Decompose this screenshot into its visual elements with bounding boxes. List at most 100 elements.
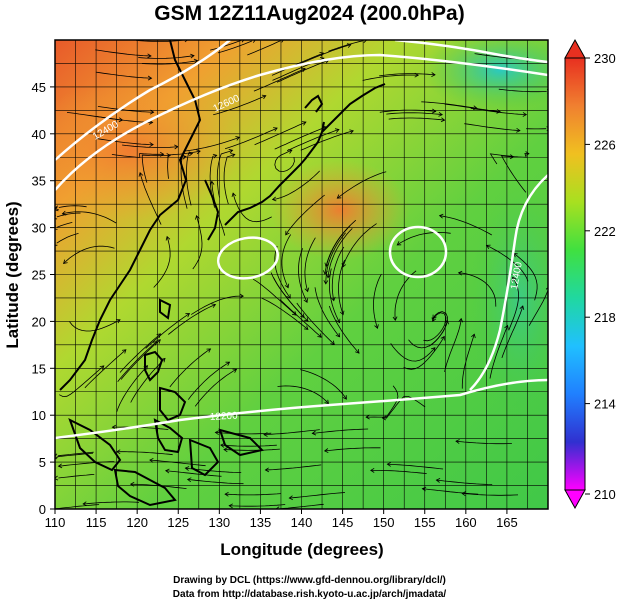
y-tick-label: 5 bbox=[39, 455, 46, 470]
streamline-arrow bbox=[440, 335, 445, 341]
x-tick-label: 120 bbox=[126, 515, 148, 530]
streamline-arrow bbox=[275, 506, 280, 509]
streamline-arrow bbox=[228, 149, 234, 154]
streamline-arrow bbox=[223, 447, 228, 453]
y-tick-label: 40 bbox=[32, 127, 46, 142]
streamline bbox=[394, 270, 417, 321]
streamline-arrow bbox=[111, 424, 117, 430]
streamline bbox=[298, 44, 352, 65]
streamline-arrow bbox=[421, 486, 427, 492]
streamline-arrow bbox=[55, 214, 58, 220]
streamline bbox=[272, 170, 320, 200]
streamline-arrow bbox=[438, 111, 443, 117]
colorbar: 230 226 222 218 214 210 bbox=[564, 38, 616, 510]
streamline-arrow bbox=[414, 72, 419, 78]
streamline-arrow bbox=[386, 461, 392, 467]
streamline bbox=[362, 74, 419, 81]
streamline bbox=[289, 492, 346, 499]
streamline-arrow bbox=[212, 153, 218, 159]
streamline-arrow bbox=[525, 151, 530, 156]
streamline-arrow bbox=[166, 153, 171, 158]
streamline bbox=[436, 479, 493, 485]
streamline bbox=[95, 49, 152, 57]
colorbar-label: 214 bbox=[594, 397, 616, 412]
streamline-arrow bbox=[152, 340, 158, 346]
colorbar-label: 218 bbox=[594, 310, 616, 325]
streamline bbox=[338, 259, 345, 315]
streamline bbox=[186, 153, 193, 206]
x-tick-label: 145 bbox=[332, 515, 354, 530]
streamline bbox=[328, 40, 363, 52]
streamline-arrow bbox=[335, 332, 341, 338]
streamline-arrow bbox=[188, 151, 194, 157]
streamline bbox=[274, 126, 327, 150]
colorbar-scale bbox=[564, 57, 586, 491]
streamline-arrow bbox=[324, 262, 330, 268]
streamline-arrow bbox=[185, 313, 191, 318]
streamline bbox=[117, 341, 157, 382]
streamline bbox=[379, 109, 436, 113]
streamline bbox=[390, 343, 436, 362]
streamline-arrow bbox=[455, 439, 460, 444]
streamline-arrow bbox=[55, 241, 58, 246]
streamline bbox=[223, 154, 235, 205]
streamline-arrow bbox=[323, 270, 328, 275]
streamline-arrow bbox=[301, 67, 306, 73]
streamline-arrow bbox=[195, 215, 200, 220]
streamline bbox=[312, 428, 369, 434]
x-tick-label: 115 bbox=[86, 515, 107, 530]
streamline bbox=[187, 479, 244, 485]
streamline-arrow bbox=[224, 491, 229, 497]
streamline-arrow bbox=[271, 196, 277, 202]
y-tick-label: 20 bbox=[32, 314, 46, 329]
streamline-arrow bbox=[363, 40, 368, 43]
streamline bbox=[116, 365, 148, 413]
streamline-arrow bbox=[509, 154, 515, 160]
streamline-arrow bbox=[431, 108, 437, 114]
streamline-arrow bbox=[304, 287, 310, 293]
colorbar-top-arrow bbox=[564, 38, 586, 59]
streamline-arrow bbox=[330, 340, 335, 346]
streamline bbox=[229, 504, 286, 507]
streamline-arrow bbox=[432, 314, 437, 320]
streamline-arrow bbox=[99, 365, 105, 370]
streamline bbox=[58, 474, 95, 479]
streamline-arrow bbox=[184, 40, 189, 43]
y-tick-label: 25 bbox=[32, 268, 46, 283]
streamline-arrow bbox=[516, 127, 521, 133]
streamline-arrow bbox=[292, 311, 297, 316]
streamline bbox=[444, 103, 501, 113]
streamline bbox=[95, 71, 152, 79]
streamline bbox=[489, 325, 508, 379]
streamline-arrow bbox=[512, 276, 517, 282]
streamline bbox=[270, 272, 305, 318]
streamline-arrow bbox=[174, 144, 179, 150]
streamline bbox=[253, 68, 306, 92]
streamline-arrow bbox=[121, 349, 127, 354]
streamline bbox=[444, 318, 462, 372]
streamline-arrow bbox=[430, 347, 436, 352]
streamline bbox=[276, 59, 329, 83]
streamline-arrow bbox=[435, 478, 441, 483]
streamline bbox=[304, 237, 316, 292]
streamline bbox=[83, 501, 140, 505]
streamline bbox=[63, 245, 115, 264]
x-tick-label: 165 bbox=[496, 515, 518, 530]
streamline bbox=[386, 112, 443, 116]
streamline-arrow bbox=[303, 298, 308, 304]
streamline-arrow bbox=[311, 430, 317, 436]
streamline bbox=[119, 333, 161, 373]
streamline-arrow bbox=[235, 136, 241, 141]
streamline bbox=[111, 153, 164, 158]
streamline bbox=[194, 368, 237, 407]
streamline bbox=[285, 194, 325, 236]
streamline bbox=[213, 95, 266, 116]
streamline bbox=[138, 55, 195, 59]
streamline-arrow bbox=[458, 317, 464, 323]
streamline-arrow bbox=[496, 109, 501, 114]
x-tick-label: 125 bbox=[167, 515, 189, 530]
streamline-arrow bbox=[438, 213, 444, 219]
streamline-arrow bbox=[522, 112, 528, 117]
streamline bbox=[281, 234, 292, 288]
